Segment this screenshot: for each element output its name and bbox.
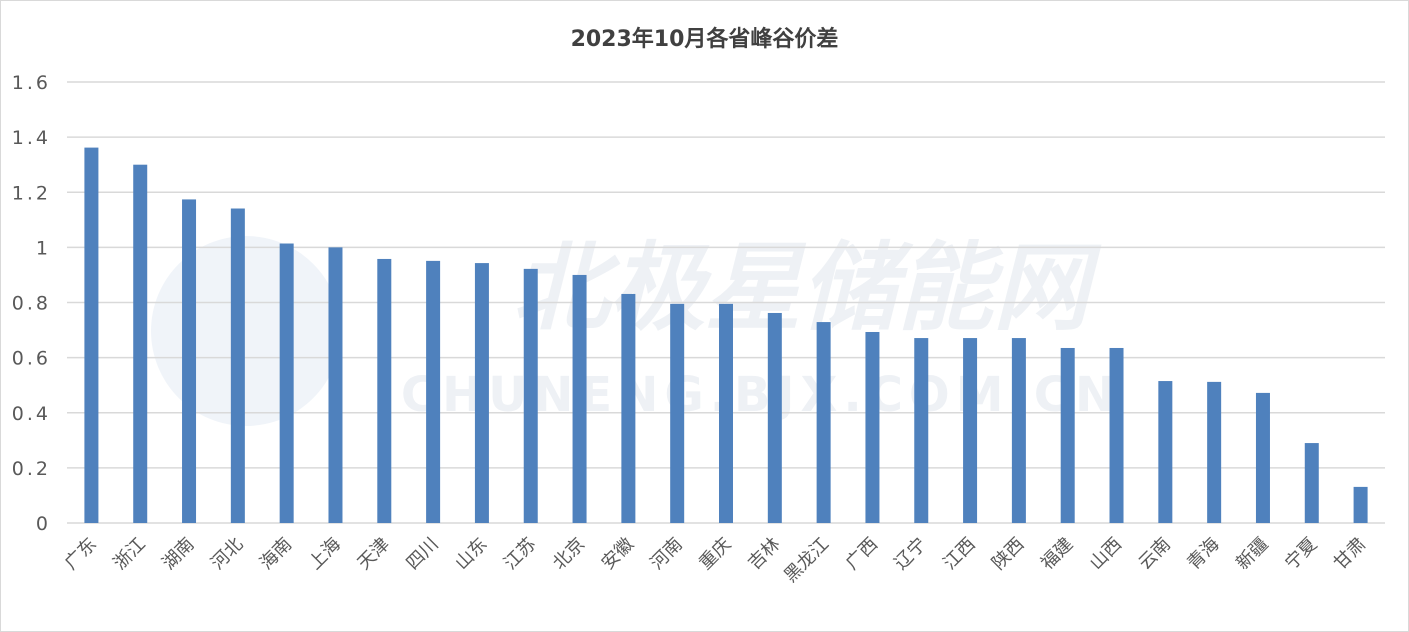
- x-tick-label: 广东: [61, 534, 101, 574]
- bar-辽宁: [914, 338, 929, 523]
- bar-安徽: [621, 293, 636, 523]
- x-tick-label: 云南: [1135, 534, 1175, 574]
- x-tick-label: 浙江: [109, 534, 149, 574]
- x-tick-label: 安徽: [598, 534, 638, 574]
- bar-浙江: [133, 164, 148, 523]
- bar-吉林: [767, 312, 782, 523]
- x-tick-label: 辽宁: [890, 534, 930, 574]
- bar-甘肃: [1353, 486, 1368, 523]
- bar-广东: [84, 147, 99, 523]
- bar-江西: [963, 338, 978, 523]
- bar-云南: [1158, 381, 1173, 523]
- bar-黑龙江: [816, 322, 831, 523]
- x-tick-label: 山东: [451, 534, 491, 574]
- bar-海南: [279, 243, 294, 524]
- bar-江苏: [523, 268, 538, 523]
- x-tick-label: 海南: [256, 534, 296, 574]
- bar-河南: [670, 303, 685, 523]
- y-tick-label: 1.6: [12, 72, 51, 94]
- x-tick-label: 宁夏: [1281, 534, 1321, 574]
- watermark-logo: [151, 236, 341, 426]
- y-tick-label: 0: [36, 513, 51, 535]
- bar-北京: [572, 274, 587, 523]
- chart-title: 2023年10月各省峰谷价差: [570, 27, 839, 52]
- x-tick-label: 广西: [842, 534, 882, 574]
- y-tick-label: 0.6: [12, 348, 51, 370]
- x-tick-label: 黑龙江: [780, 534, 833, 587]
- x-tick-label: 湖南: [158, 534, 198, 574]
- x-tick-label: 青海: [1183, 534, 1223, 574]
- bar-河北: [230, 208, 245, 523]
- x-tick-label: 北京: [549, 534, 589, 574]
- x-tick-label: 陕西: [988, 534, 1028, 574]
- x-tick-label: 河北: [207, 534, 247, 574]
- bar-山西: [1109, 347, 1124, 523]
- y-tick-label: 0.4: [12, 403, 51, 425]
- x-tick-label: 山西: [1086, 534, 1126, 574]
- watermark-text: 北极星储能网: [513, 232, 1102, 344]
- bar-山东: [474, 263, 489, 523]
- x-tick-label: 江苏: [500, 534, 540, 574]
- x-tick-label: 河南: [646, 534, 686, 574]
- bar-宁夏: [1304, 443, 1319, 523]
- x-tick-label: 四川: [402, 534, 442, 574]
- bar-陕西: [1011, 338, 1026, 523]
- bar-青海: [1207, 381, 1222, 523]
- y-tick-label: 0.2: [12, 458, 51, 480]
- y-tick-label: 0.8: [12, 293, 51, 315]
- x-tick-label: 江西: [939, 534, 979, 574]
- bar-新疆: [1255, 392, 1270, 523]
- watermark-url: CHUNENG.BJX.COM.CN: [401, 367, 1121, 423]
- x-tick-label: 甘肃: [1330, 534, 1370, 574]
- x-tick-label: 上海: [305, 534, 345, 574]
- y-tick-label: 1.2: [12, 182, 51, 204]
- x-tick-label: 新疆: [1232, 534, 1272, 574]
- x-tick-label: 天津: [354, 534, 394, 574]
- x-tick-label: 吉林: [744, 534, 784, 574]
- bar-湖南: [182, 199, 197, 523]
- bar-广西: [865, 331, 880, 523]
- bar-上海: [328, 247, 343, 523]
- bar-四川: [426, 260, 441, 523]
- bar-天津: [377, 258, 392, 523]
- x-tick-label: 福建: [1037, 534, 1077, 574]
- y-tick-label: 1.4: [12, 127, 51, 149]
- bar-重庆: [719, 303, 733, 523]
- y-tick-label: 1: [36, 237, 51, 259]
- bar-福建: [1060, 347, 1075, 523]
- x-tick-label: 重庆: [695, 534, 735, 574]
